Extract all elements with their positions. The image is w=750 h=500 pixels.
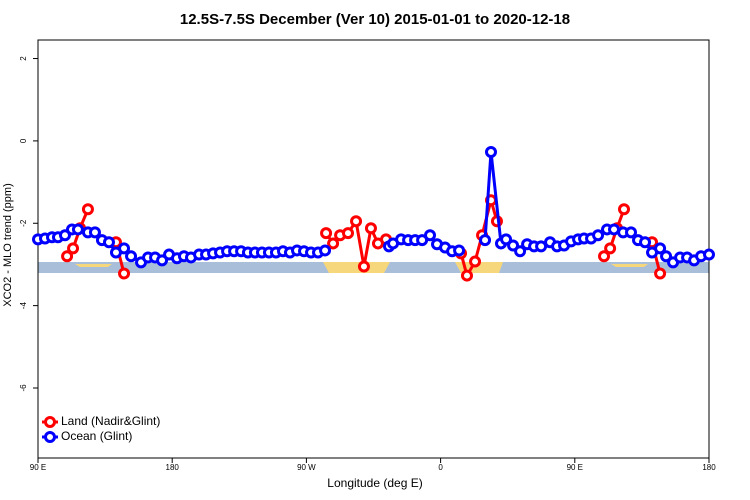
legend-label: Land (Nadir&Glint) [61, 414, 160, 428]
data-point [327, 237, 340, 250]
data-point [535, 240, 548, 253]
data-point [660, 250, 673, 263]
data-point [604, 242, 617, 255]
data-point [424, 229, 437, 242]
data-point [500, 233, 513, 246]
data-point [61, 250, 74, 263]
y-tick-label: -6 [19, 384, 28, 392]
data-point [88, 226, 101, 239]
data-point [514, 245, 527, 258]
data-point [342, 227, 355, 240]
legend-marker [44, 431, 56, 443]
x-tick-label: 90 E [30, 463, 46, 472]
data-point [118, 267, 131, 280]
data-point [625, 226, 638, 239]
data-point [618, 203, 631, 216]
x-tick-label: 0 [438, 463, 443, 472]
data-point [654, 242, 667, 255]
legend-label: Ocean (Glint) [61, 429, 132, 443]
data-point [592, 229, 605, 242]
data-point [479, 234, 492, 247]
x-tick-label: 90 E [567, 463, 583, 472]
x-tick-label: 90 W [297, 463, 316, 472]
data-point [102, 236, 115, 249]
data-point [484, 146, 497, 159]
x-tick-label: 180 [702, 463, 716, 472]
land-patch [611, 264, 648, 267]
y-tick-label: 0 [19, 138, 28, 143]
chart-title: 12.5S-7.5S December (Ver 10) 2015-01-01 … [180, 11, 570, 28]
data-point [320, 227, 333, 240]
data-point [416, 234, 429, 247]
y-tick-label: 2 [19, 56, 28, 61]
x-axis-label: Longitude (deg E) [327, 476, 422, 490]
data-point [639, 236, 652, 249]
data-point [703, 248, 715, 261]
y-axis-label: XCO2 - MLO trend (ppm) [2, 183, 14, 306]
data-point [71, 223, 84, 236]
data-point [319, 244, 332, 257]
data-point [118, 242, 131, 255]
legend-marker [44, 416, 56, 428]
data-point [125, 250, 138, 263]
data-point [598, 250, 611, 263]
land-patch [75, 264, 112, 267]
y-tick-label: -4 [19, 302, 28, 310]
data-point [81, 203, 94, 216]
data-point [364, 222, 377, 235]
y-tick-label: -2 [19, 219, 28, 227]
data-point [67, 242, 80, 255]
data-point [654, 267, 667, 280]
data-point [453, 244, 466, 257]
data-point [469, 255, 482, 268]
land-patch [323, 262, 390, 273]
data-point [350, 215, 363, 228]
x-tick-label: 180 [166, 463, 180, 472]
data-point [460, 269, 473, 282]
data-point [357, 260, 370, 273]
